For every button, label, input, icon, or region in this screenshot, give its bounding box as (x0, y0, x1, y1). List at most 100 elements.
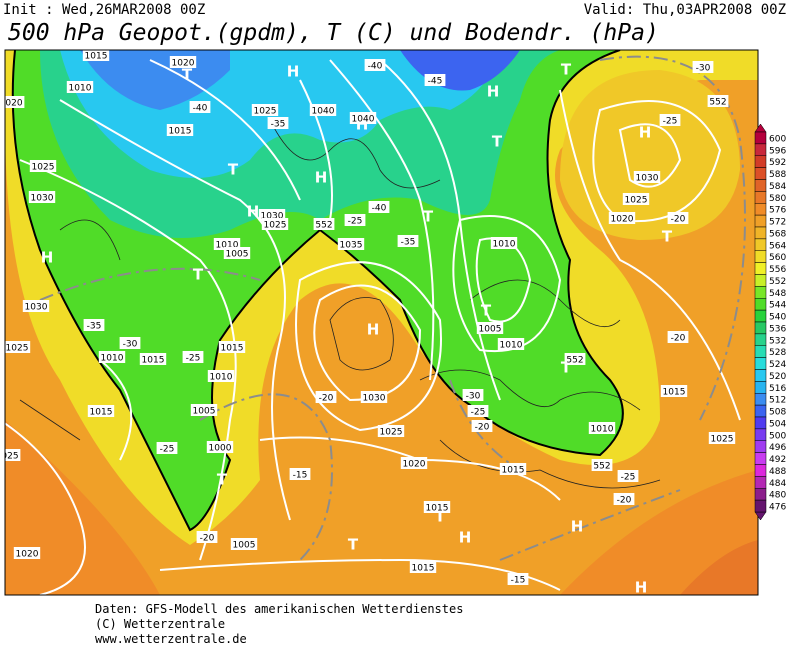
isotherm-label: -25 (160, 445, 175, 455)
pressure-center: T (662, 228, 673, 246)
colorbar-label: 544 (769, 301, 786, 311)
isotherm-label-box (462, 389, 484, 401)
isobar-label: 1005 (479, 325, 502, 335)
isobar-label: 1010 (210, 373, 233, 383)
colorbar-swatch (754, 369, 767, 382)
pressure-center: T (492, 133, 503, 151)
isotherm-label-box (289, 468, 311, 480)
isobar-label: 1025 (711, 435, 734, 445)
isobar-label-box (377, 425, 405, 437)
isotherm-label-box (156, 442, 178, 454)
isotherm-label: -20 (671, 215, 686, 225)
colorbar-swatch (754, 191, 767, 204)
colorbar-swatch (754, 167, 767, 180)
colorbar-label: 500 (769, 431, 786, 441)
colorbar-swatch (754, 464, 767, 477)
valid-time: Valid: Thu,03APR2008 00Z (584, 2, 786, 18)
isotherm-label: -30 (123, 340, 138, 350)
colorbar-swatch (754, 488, 767, 501)
colorbar-swatch (754, 203, 767, 216)
isobar-label: 1010 (591, 425, 614, 435)
colorbar-label: 536 (769, 324, 786, 334)
pressure-center: T (193, 266, 204, 284)
isotherm-label: -20 (617, 496, 632, 506)
isotherm-label-box (471, 420, 493, 432)
isobar-label: 1040 (312, 107, 335, 117)
colorbar-label: 516 (769, 384, 786, 394)
isobar-label-box (588, 422, 616, 434)
colorbar-label: 524 (769, 360, 786, 370)
colorbar-swatch (754, 238, 767, 251)
colorbar-label: 488 (769, 467, 786, 477)
isobar-label-box (207, 370, 235, 382)
isobar-label: 1020 (403, 460, 426, 470)
isobar-label: 1015 (169, 127, 192, 137)
pressure-center: T (435, 508, 446, 526)
colorbar-label: 480 (769, 491, 786, 501)
isotherm-label: -25 (471, 408, 486, 418)
isotherm-label-box (424, 74, 446, 86)
isobar-label: 1010 (500, 341, 523, 351)
isobar-label: 1015 (90, 408, 113, 418)
isotherm-label-box (344, 214, 366, 226)
isobar-label-box (223, 247, 251, 259)
isotherm-label-box (267, 117, 289, 129)
isotherm-label-box (196, 531, 218, 543)
isotherm-label: -30 (696, 64, 711, 74)
colorbar-swatch (754, 333, 767, 346)
pressure-center: T (217, 471, 228, 489)
isotherm-label-box (507, 573, 529, 585)
colorbar-label: 512 (769, 396, 786, 406)
isobar-label-box (337, 238, 365, 250)
isotherm-label: -20 (671, 334, 686, 344)
isotherm-label: -45 (428, 77, 443, 87)
isotherm-label: 552 (709, 98, 726, 108)
isobar-label-box (251, 104, 279, 116)
isobar-label-box (98, 351, 126, 363)
isobar-label-box (28, 191, 56, 203)
colorbar-label: 492 (769, 455, 786, 465)
colorbar-swatch (754, 321, 767, 335)
isotherm-label: -25 (348, 217, 363, 227)
colorbar-swatch (754, 416, 767, 430)
pressure-center: T (561, 359, 572, 377)
colorbar-swatch (754, 250, 767, 263)
isotherm-label-box (119, 337, 141, 349)
isobar-label: 1010 (493, 240, 516, 250)
pressure-center: T (481, 302, 492, 320)
pressure-center: H (367, 321, 380, 339)
isotherm-label: -40 (372, 204, 387, 214)
pressure-center: H (635, 579, 648, 597)
colorbar-label: 568 (769, 229, 786, 239)
isobar-label: 1010 (101, 354, 124, 364)
isotherm-label-box (467, 405, 489, 417)
isobar-label: 1005 (193, 407, 216, 417)
colorbar-swatch (754, 357, 767, 370)
pressure-center: H (487, 83, 500, 101)
isotherm-label-box (613, 493, 635, 505)
colorbar-swatch (754, 476, 767, 489)
isobar-label-box (218, 341, 246, 353)
colorbar-label: 504 (769, 419, 786, 429)
isobar-label: 1015 (85, 52, 108, 62)
isotherm-label-box (315, 391, 337, 403)
isotherm-label: -15 (511, 576, 526, 586)
isobar-label-box (5, 96, 25, 108)
isobar-label-box (423, 501, 451, 513)
isobar-label-box (360, 391, 388, 403)
isotherm-label-box (564, 353, 586, 365)
isobar-label: 1015 (221, 344, 244, 354)
isobar-label: 1015 (502, 466, 525, 476)
isotherm-label-box (397, 235, 419, 247)
pressure-center: T (182, 66, 193, 84)
colorbar-label: 508 (769, 408, 786, 418)
isotherm-label-box (692, 61, 714, 73)
isobar-label: 1025 (380, 428, 403, 438)
isotherm-label-box (617, 470, 639, 482)
isotherm-label-box (313, 218, 335, 230)
colorbar-swatch (754, 274, 767, 287)
isobar-label: 1015 (426, 504, 449, 514)
isobar-label-box (82, 50, 110, 61)
isotherm-label: -35 (87, 322, 102, 332)
isotherm-label-box (189, 101, 211, 113)
